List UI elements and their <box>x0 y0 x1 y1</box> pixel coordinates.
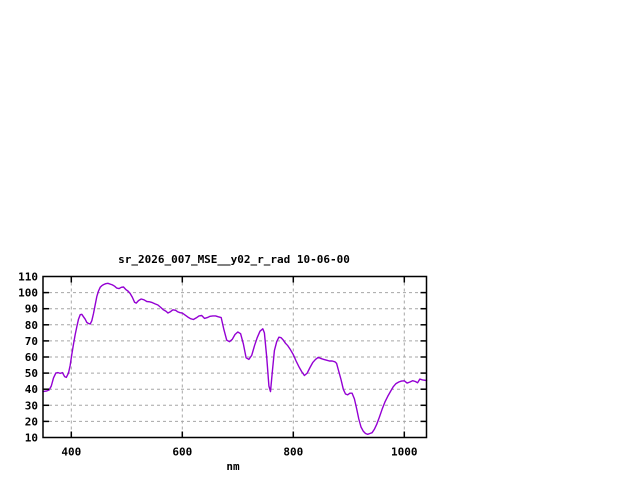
y-tick-label: 70 <box>25 335 38 348</box>
x-tick-label: 800 <box>283 446 303 459</box>
y-tick-label: 40 <box>25 383 38 396</box>
axis-layer <box>42 275 428 439</box>
y-tick-label: 80 <box>25 319 38 332</box>
tick-label-layer: 10 20 30 40 50 60 70 80 90 100 110 400 600 800 1000 <box>18 271 417 459</box>
y-tick-label: 60 <box>25 351 38 364</box>
grid-layer <box>43 276 427 438</box>
x-tick-label: 400 <box>61 446 81 459</box>
chart-title: sr_2026_007_MSE__y02_r_rad 10-06-00 <box>118 253 350 266</box>
y-tick-label: 30 <box>25 399 38 412</box>
x-tick-label: 1000 <box>391 446 418 459</box>
curve-layer <box>42 282 428 435</box>
y-tick-label: 90 <box>25 303 38 316</box>
y-tick-label: 20 <box>25 415 38 428</box>
y-tick-label: 10 <box>25 432 38 445</box>
plot-border <box>42 275 428 439</box>
y-tick-label: 50 <box>25 367 38 380</box>
spectrum-curve <box>42 282 428 435</box>
x-tick-label: 600 <box>172 446 192 459</box>
y-tick-label: 110 <box>18 271 38 284</box>
x-axis-label: nm <box>226 460 240 473</box>
y-tick-label: 100 <box>18 287 38 300</box>
